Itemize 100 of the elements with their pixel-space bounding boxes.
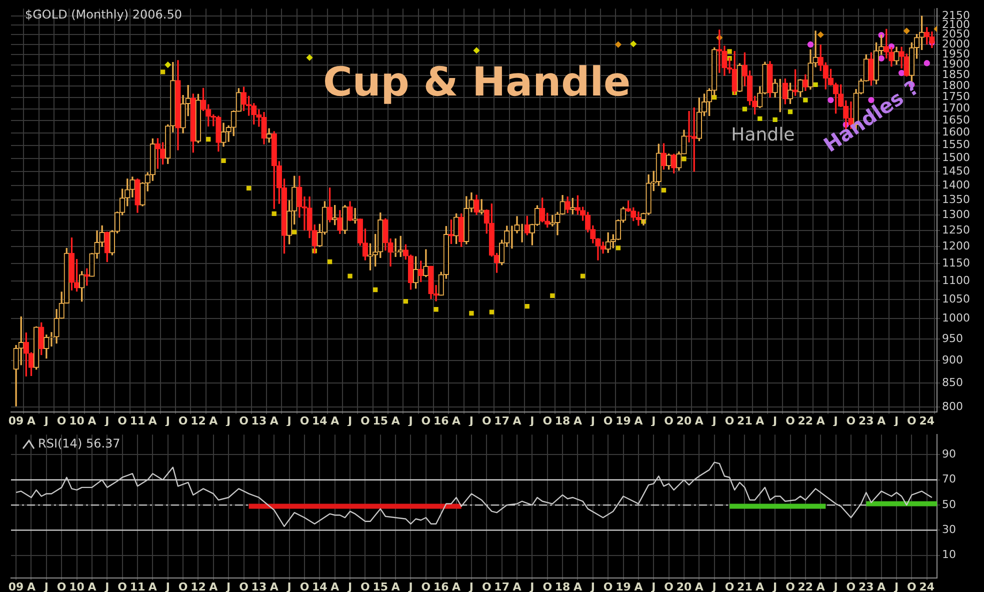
y-tick-label: 1700 [942,102,970,115]
y-tick-label: 90 [942,448,956,461]
y-tick-label: 1150 [942,256,970,270]
x-tick-label: A [694,414,704,428]
x-tick-label: A [573,414,582,428]
x-tick-label: A [694,580,704,592]
x-tick-label: 14 [312,414,328,428]
x-tick-label: A [26,580,36,592]
x-tick-label: 10 [69,414,85,428]
x-tick-label: O [178,414,188,428]
x-tick-label: 21 [737,580,752,592]
x-tick-label: O [482,414,492,428]
y-tick-label: 10 [942,548,956,562]
x-tick-label: O [239,580,248,592]
x-tick-label: 22 [798,580,814,592]
x-tick-label: A [573,580,582,592]
y-tick-label: 1500 [942,151,970,164]
x-tick-label: 17 [494,580,510,592]
x-tick-label: A [26,414,36,428]
x-tick-label: O [786,580,795,592]
x-tick-label: 10 [69,580,85,592]
x-tick-label: O [421,414,431,428]
y-tick-label: 850 [942,376,963,389]
x-tick-label: O [542,414,552,428]
y-tick-label: 1900 [942,58,970,71]
x-tick-label: 20 [676,580,692,592]
x-tick-label: O [118,580,127,592]
y-tick-label: 1650 [942,113,970,126]
x-tick-label: 16 [433,580,450,592]
x-tick-label: 24 [919,580,935,592]
x-tick-label: 12 [190,414,206,428]
y-tick-label: 1400 [942,178,970,192]
x-tick-label: A [634,414,644,428]
x-tick-label: 23 [858,580,874,592]
annotation: Cup & Handle [322,60,631,106]
y-tick-label: 800 [942,400,963,413]
legend-label: RSI(14) 56.37 [38,436,120,451]
x-tick-label: 17 [494,414,510,428]
x-tick-label: 15 [372,580,388,592]
x-tick-label: 16 [433,414,450,428]
x-tick-label: A [209,580,218,592]
y-tick-label: 1200 [942,239,970,252]
x-tick-label: A [634,580,644,592]
x-tick-label: O [664,580,674,592]
x-tick-label: O [846,414,856,428]
y-tick-label: 30 [942,523,956,536]
y-tick-label: 1850 [942,68,970,82]
y-tick-label: 1250 [942,223,970,236]
x-tick-label: A [148,580,158,592]
x-tick-label: O [664,414,674,428]
x-tick-label: O [846,580,856,592]
y-tick-label: 1800 [942,79,970,92]
x-tick-label: 22 [798,414,814,428]
x-tick-label: O [724,580,734,592]
x-tick-label: O [360,580,370,592]
x-tick-label: 09 [8,580,24,592]
x-tick-label: 21 [737,414,752,428]
x-tick-label: A [877,414,886,428]
y-tick-label: 1300 [942,208,970,221]
x-tick-label: A [452,414,462,428]
y-tick-label: 1350 [942,192,970,206]
x-tick-label: O [56,580,66,592]
x-tick-label: O [300,414,310,428]
x-tick-label: 13 [251,580,267,592]
x-tick-label: A [816,414,826,428]
x-tick-label: 24 [919,414,935,428]
x-tick-label: O [603,580,613,592]
annotation: Handle [731,124,795,146]
y-tick-label: 950 [942,332,963,345]
x-tick-label: 18 [554,580,570,592]
chart-title: $GOLD (Monthly) 2006.50 [25,8,182,22]
x-tick-label: A [270,580,279,592]
x-tick-label: A [756,580,765,592]
x-tick-label: O [907,414,916,428]
x-tick-label: O [724,414,734,428]
y-tick-label: 1000 [942,312,970,325]
y-tick-label: 1450 [942,164,970,178]
x-tick-label: O [178,580,188,592]
y-tick-label: 1550 [942,138,970,152]
y-tick-label: 1600 [942,126,970,139]
x-tick-label: O [360,414,370,428]
x-tick-label: A [209,414,218,428]
x-tick-label: A [452,580,462,592]
x-tick-label: A [88,580,97,592]
x-tick-label: 09 [8,414,24,428]
y-tick-label: 70 [942,472,956,486]
x-tick-label: A [88,414,97,428]
x-tick-label: 11 [130,580,146,592]
x-tick-label: A [391,414,400,428]
x-tick-label: O [300,580,310,592]
x-tick-label: 23 [858,414,874,428]
x-tick-label: O [421,580,431,592]
x-tick-label: 19 [616,580,631,592]
x-tick-label: A [512,580,522,592]
y-tick-label: 1050 [942,292,970,306]
x-tick-label: 11 [130,414,146,428]
y-tick-label: 50 [942,498,956,511]
x-tick-label: 12 [190,580,206,592]
x-tick-label: O [907,580,916,592]
x-tick-label: 13 [251,414,267,428]
